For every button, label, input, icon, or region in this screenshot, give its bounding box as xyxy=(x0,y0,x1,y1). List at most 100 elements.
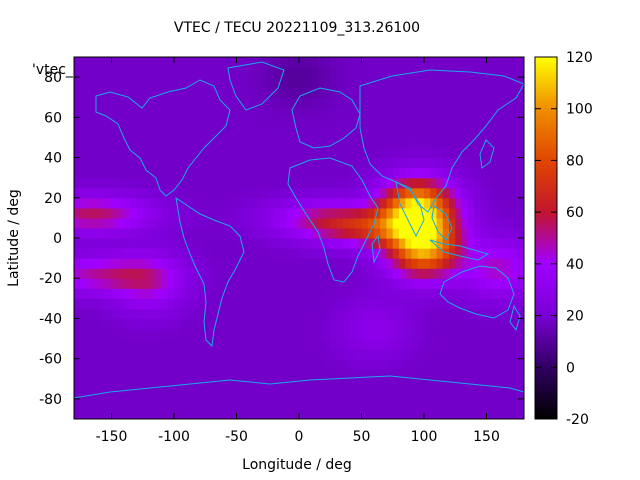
heatmap-cell xyxy=(511,67,519,78)
heatmap-cell xyxy=(130,117,138,128)
heatmap-cell xyxy=(474,378,481,390)
heatmap-cell xyxy=(149,57,156,68)
heatmap-cell xyxy=(155,358,163,370)
heatmap-cell xyxy=(249,107,256,118)
heatmap-cell xyxy=(74,57,81,68)
heatmap-cell xyxy=(411,207,419,219)
heatmap-cell xyxy=(405,248,413,259)
heatmap-cell xyxy=(92,147,100,159)
heatmap-cell xyxy=(492,268,500,279)
heatmap-cell xyxy=(130,87,138,98)
heatmap-cell xyxy=(117,207,125,219)
heatmap-cell xyxy=(205,238,213,249)
heatmap-cell xyxy=(99,87,106,98)
heatmap-cell xyxy=(199,67,206,78)
heatmap-cell xyxy=(124,338,131,350)
heatmap-cell xyxy=(336,398,344,410)
heatmap-cell xyxy=(474,97,481,108)
heatmap-cell xyxy=(499,358,506,370)
heatmap-cell xyxy=(442,197,450,209)
heatmap-cell xyxy=(317,248,325,259)
heatmap-cell xyxy=(224,97,231,108)
heatmap-cell xyxy=(292,318,300,330)
heatmap-cell xyxy=(317,187,325,199)
heatmap-cell xyxy=(392,338,400,350)
heatmap-cell xyxy=(174,398,181,410)
heatmap-cell xyxy=(342,167,350,179)
heatmap-cell xyxy=(499,67,506,78)
heatmap-cell xyxy=(436,318,444,330)
heatmap-cell xyxy=(486,358,494,370)
heatmap-cell xyxy=(280,338,288,350)
heatmap-cell xyxy=(174,147,181,159)
heatmap-cell xyxy=(436,77,444,88)
heatmap-cell xyxy=(124,408,131,419)
heatmap-cell xyxy=(336,308,344,320)
heatmap-cell xyxy=(330,227,338,239)
heatmap-cell xyxy=(361,238,369,249)
heatmap-cell xyxy=(355,378,363,390)
heatmap-cell xyxy=(117,248,125,259)
heatmap-cell xyxy=(174,207,181,219)
heatmap-cell xyxy=(330,177,338,189)
heatmap-cell xyxy=(405,328,413,340)
heatmap-cell xyxy=(474,117,481,128)
heatmap-cell xyxy=(292,157,300,169)
heatmap-cell xyxy=(299,187,306,199)
heatmap-cell xyxy=(367,338,375,350)
heatmap-cell xyxy=(355,338,363,350)
heatmap-cell xyxy=(80,268,88,279)
heatmap-cell xyxy=(342,77,350,88)
heatmap-cell xyxy=(399,328,406,340)
heatmap-cell xyxy=(517,97,524,108)
heatmap-cell xyxy=(280,77,288,88)
heatmap-cell xyxy=(517,238,524,249)
heatmap-cell xyxy=(217,177,225,189)
heatmap-cell xyxy=(249,147,256,159)
heatmap-cell xyxy=(261,187,269,199)
heatmap-cell xyxy=(230,328,238,340)
heatmap-cell xyxy=(511,388,519,400)
heatmap-cell xyxy=(155,197,163,209)
heatmap-cell xyxy=(249,398,256,410)
heatmap-cell xyxy=(299,67,306,78)
heatmap-cell xyxy=(174,117,181,128)
heatmap-cell xyxy=(405,308,413,320)
heatmap-cell xyxy=(274,408,281,419)
heatmap-cell xyxy=(461,167,469,179)
heatmap-cell xyxy=(455,157,463,169)
heatmap-cell xyxy=(117,197,125,209)
heatmap-cell xyxy=(392,298,400,309)
heatmap-cell xyxy=(274,117,281,128)
heatmap-cell xyxy=(142,107,150,118)
heatmap-cell xyxy=(267,217,275,229)
heatmap-cell xyxy=(349,328,356,340)
heatmap-cell xyxy=(167,278,175,289)
heatmap-cell xyxy=(336,328,344,340)
heatmap-cell xyxy=(392,87,400,98)
heatmap-cell xyxy=(374,77,381,88)
heatmap-cell xyxy=(386,338,394,350)
coast-southeast-asia xyxy=(431,205,453,241)
heatmap-cell xyxy=(380,217,388,229)
heatmap-cell xyxy=(136,398,144,410)
x-tick-label: -100 xyxy=(158,429,190,445)
heatmap-cell xyxy=(436,197,444,209)
heatmap-cell xyxy=(305,308,313,320)
heatmap-cell xyxy=(417,398,425,410)
heatmap-cell xyxy=(342,207,350,219)
heatmap-cell xyxy=(424,298,431,309)
heatmap-cell xyxy=(324,378,331,390)
heatmap-cell xyxy=(255,398,263,410)
heatmap-cell xyxy=(111,107,119,118)
heatmap-cell xyxy=(205,248,213,259)
heatmap-cell xyxy=(211,268,219,279)
heatmap-cell xyxy=(186,408,194,419)
heatmap-cell xyxy=(467,207,475,219)
heatmap-cell xyxy=(249,348,256,360)
heatmap-cell xyxy=(349,107,356,118)
heatmap-cell xyxy=(330,298,338,309)
heatmap-cell xyxy=(230,167,238,179)
heatmap-cell xyxy=(286,137,294,149)
heatmap-cell xyxy=(486,187,494,199)
